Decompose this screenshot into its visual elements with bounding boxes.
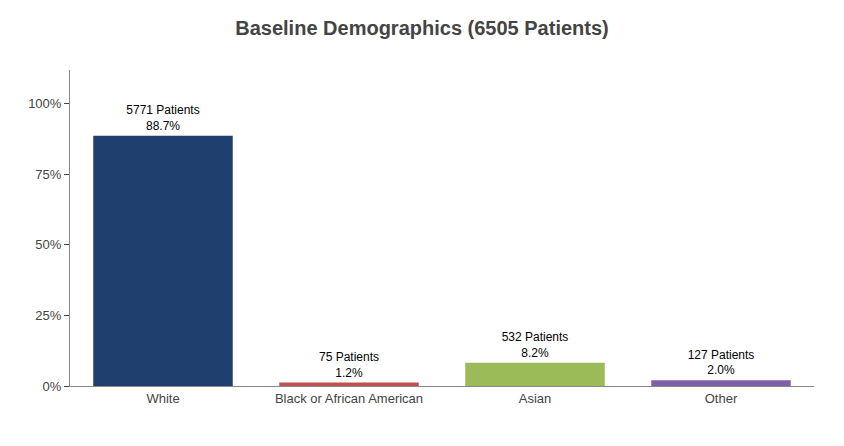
svg-text:Baseline Demographics (6505 Pa: Baseline Demographics (6505 Patients) — [235, 17, 608, 39]
svg-text:Black or African American: Black or African American — [275, 391, 423, 406]
svg-text:100%: 100% — [28, 96, 62, 111]
svg-text:0%: 0% — [43, 379, 62, 394]
svg-text:25%: 25% — [35, 308, 61, 323]
svg-text:White: White — [146, 391, 179, 406]
svg-text:Other: Other — [705, 391, 738, 406]
svg-text:5771 Patients88.7%: 5771 Patients88.7% — [126, 103, 199, 133]
svg-text:75 Patients1.2%: 75 Patients1.2% — [319, 350, 379, 380]
svg-text:Asian: Asian — [519, 391, 552, 406]
svg-text:50%: 50% — [35, 237, 61, 252]
svg-text:75%: 75% — [35, 167, 61, 182]
svg-text:127 Patients2.0%: 127 Patients2.0% — [688, 348, 755, 378]
svg-text:532 Patients8.2%: 532 Patients8.2% — [502, 330, 569, 360]
